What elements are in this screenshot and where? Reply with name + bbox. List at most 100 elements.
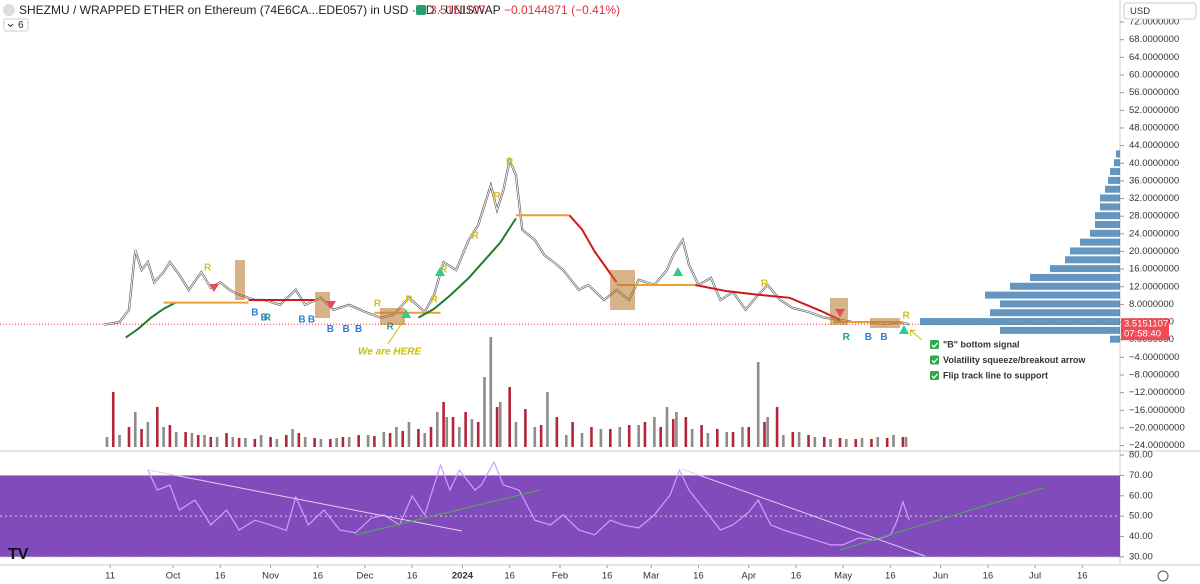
volume-bar bbox=[429, 427, 433, 447]
profile-bar bbox=[1100, 203, 1120, 211]
y-tick-label: 30.00 bbox=[1129, 551, 1153, 562]
volume-bar bbox=[476, 422, 480, 447]
volume-bar bbox=[564, 435, 568, 447]
profile-bar bbox=[1110, 168, 1120, 176]
volume-bar bbox=[599, 429, 603, 447]
y-tick-label: −20.0000000 bbox=[1129, 422, 1185, 433]
flag-icon[interactable] bbox=[416, 5, 426, 15]
y-tick-label: 28.0000000 bbox=[1129, 211, 1179, 222]
signal-label: B bbox=[342, 324, 349, 335]
check-mark bbox=[931, 373, 938, 379]
volume-bar bbox=[763, 422, 766, 447]
volume-bar bbox=[259, 435, 263, 447]
volume-bar bbox=[829, 439, 832, 447]
chart-title: SHEZMU / WRAPPED ETHER on Ethereum (74E6… bbox=[19, 3, 501, 17]
x-tick-label: Jun bbox=[933, 571, 948, 582]
series-line bbox=[417, 217, 517, 319]
y-tick-label: 12.0000000 bbox=[1129, 281, 1179, 292]
signal-label: R bbox=[440, 265, 448, 276]
volume-bar bbox=[822, 437, 826, 447]
volume-bar bbox=[885, 438, 889, 447]
y-tick-label: 8.0000000 bbox=[1129, 299, 1174, 310]
volume-bar bbox=[388, 433, 392, 447]
volume-bar bbox=[423, 433, 427, 447]
x-tick-label: 16 bbox=[602, 571, 613, 582]
profile-bar bbox=[1095, 212, 1120, 220]
symbol-icon[interactable] bbox=[3, 4, 15, 16]
profile-bar bbox=[1050, 265, 1120, 273]
volume-bar bbox=[524, 409, 527, 447]
profile-bar bbox=[1110, 335, 1120, 343]
volume-bar bbox=[675, 412, 678, 447]
volume-bar bbox=[813, 437, 817, 447]
y-tick-label: 68.0000000 bbox=[1129, 34, 1179, 45]
currency-selector[interactable] bbox=[1123, 2, 1197, 20]
volume-bar bbox=[690, 429, 694, 447]
volume-bar bbox=[741, 427, 744, 447]
settings-icon[interactable] bbox=[1157, 570, 1169, 582]
volume-bar bbox=[329, 439, 332, 447]
volume-bar bbox=[627, 425, 631, 447]
volume-bar bbox=[766, 417, 769, 447]
signal-label: R bbox=[374, 299, 382, 310]
signal-label: B bbox=[327, 324, 334, 335]
volume-bar bbox=[756, 362, 760, 447]
x-tick-label: 16 bbox=[983, 571, 994, 582]
x-tick-label: 16 bbox=[885, 571, 896, 582]
volume-bar bbox=[555, 417, 559, 447]
y-tick-label: 20.0000000 bbox=[1129, 246, 1179, 257]
x-tick-label: 11 bbox=[105, 571, 115, 582]
volume-bar bbox=[244, 438, 247, 447]
profile-bar bbox=[1095, 221, 1120, 228]
volume-bar bbox=[860, 438, 864, 447]
volume-bar bbox=[118, 435, 121, 447]
volume-bar bbox=[162, 427, 165, 447]
check-mark bbox=[931, 342, 938, 348]
signal-label: B bbox=[298, 314, 305, 325]
signal-label: R bbox=[493, 191, 501, 202]
y-tick-label: 70.00 bbox=[1129, 470, 1153, 481]
volume-bar bbox=[609, 429, 612, 447]
y-tick-label: 64.0000000 bbox=[1129, 52, 1179, 63]
signal-label: R bbox=[902, 311, 910, 322]
volume-bar bbox=[706, 433, 710, 447]
signal-label: B bbox=[880, 332, 887, 343]
volume-bar bbox=[237, 438, 241, 447]
x-tick-label: 16 bbox=[791, 571, 802, 582]
signal-arrows bbox=[209, 267, 909, 334]
volume-bar bbox=[442, 402, 445, 447]
y-tick-label: −16.0000000 bbox=[1129, 405, 1185, 416]
logo[interactable]: TV bbox=[8, 546, 29, 563]
x-tick-label: Nov bbox=[262, 571, 279, 582]
signal-label: B bbox=[251, 307, 258, 318]
volume-bar bbox=[807, 435, 810, 447]
profile-bar bbox=[1065, 256, 1120, 264]
y-tick-label: 32.0000000 bbox=[1129, 193, 1179, 204]
volume-bar bbox=[366, 435, 370, 447]
y-tick-label: 60.00 bbox=[1129, 490, 1153, 501]
profile-bar bbox=[1105, 185, 1120, 193]
x-tick-label: 16 bbox=[215, 571, 226, 582]
y-tick-label: −4.0000000 bbox=[1129, 352, 1179, 363]
volume-bar bbox=[341, 437, 345, 447]
volume-bar bbox=[901, 437, 905, 447]
volume-bar bbox=[133, 412, 137, 447]
signal-label: R bbox=[506, 157, 514, 168]
volume-bar bbox=[196, 435, 200, 447]
volume-bar bbox=[498, 402, 502, 447]
profile-bar bbox=[920, 318, 1120, 326]
x-tick-label: Jul bbox=[1029, 571, 1041, 582]
note-text: Flip track line to support bbox=[943, 370, 1048, 380]
trend-lines bbox=[147, 468, 1044, 557]
x-tick-label: 16 bbox=[407, 571, 418, 582]
volume-bar bbox=[401, 431, 404, 447]
y-tick-label: 16.0000000 bbox=[1129, 264, 1179, 275]
volume-bar bbox=[291, 429, 294, 447]
profile-bar bbox=[985, 291, 1120, 299]
volume-bar bbox=[313, 438, 316, 447]
volume-bar bbox=[782, 435, 785, 447]
volume-bar bbox=[451, 417, 455, 447]
volume-bar bbox=[904, 437, 908, 447]
indicators-toggle[interactable] bbox=[3, 18, 29, 32]
price-change: −0.0144871 (−0.41%) bbox=[504, 3, 620, 17]
